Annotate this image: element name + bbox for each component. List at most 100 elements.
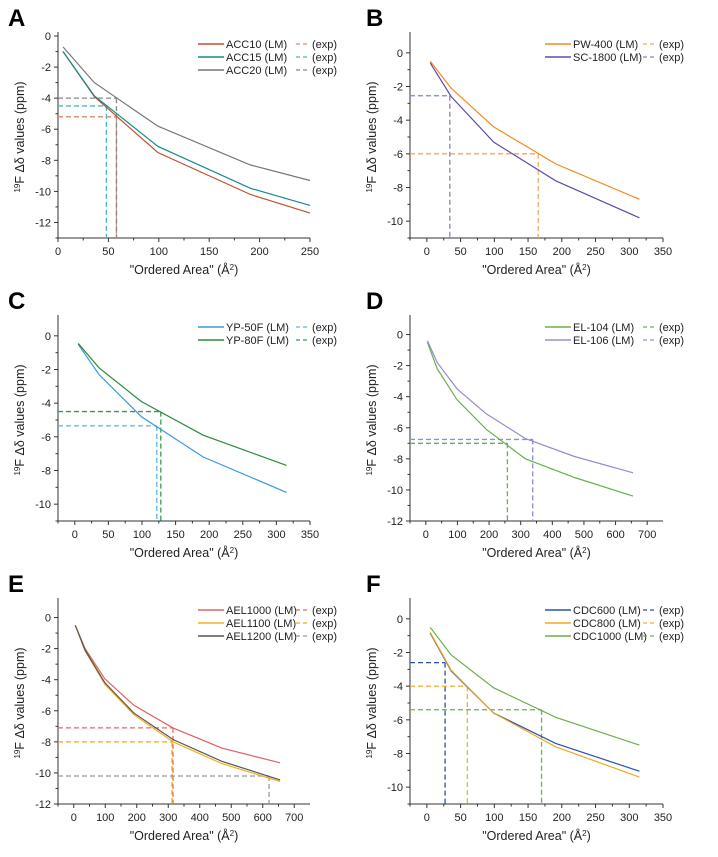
series-line xyxy=(74,625,281,781)
y-axis-label-text: F Δδ values (ppm) xyxy=(365,647,379,749)
legend-exp-label: (exp) xyxy=(659,52,684,64)
y-tick-label: -4 xyxy=(393,681,403,693)
x-tick-label: 100 xyxy=(133,529,151,541)
legend-exp-label: (exp) xyxy=(312,631,337,643)
x-tick-label: 0 xyxy=(424,812,430,824)
x-axis-label-superscript: 2 xyxy=(230,829,235,838)
x-tick-label: 250 xyxy=(586,246,604,258)
x-axis-label-text: "Ordered Area" (Å xyxy=(482,828,583,843)
y-tick-label: -10 xyxy=(387,782,403,794)
x-tick-label: 250 xyxy=(586,812,604,824)
y-tick-label: -2 xyxy=(41,365,51,377)
x-tick-label: 350 xyxy=(654,246,672,258)
x-axis-label: "Ordered Area" (Å2) xyxy=(130,262,239,277)
panel-letter: E xyxy=(8,571,24,598)
y-tick-label: -10 xyxy=(35,499,51,511)
panel-letter: C xyxy=(8,288,25,315)
y-tick-label: -10 xyxy=(35,768,51,780)
x-tick-label: 100 xyxy=(485,812,503,824)
legend-exp-label: (exp) xyxy=(659,631,684,643)
legend-exp-label: (exp) xyxy=(312,335,337,347)
y-tick-label: -10 xyxy=(387,216,403,228)
x-tick-label: 400 xyxy=(191,812,209,824)
x-axis-label-text: "Ordered Area" (Å xyxy=(482,545,583,560)
y-tick-label: -10 xyxy=(35,186,51,198)
y-axis-label: 19F Δδ values (ppm) xyxy=(365,81,380,192)
x-tick-label: 50 xyxy=(454,812,466,824)
series-line xyxy=(74,625,281,783)
chart-panel-b: B 0 50 100 150 200 250 300 350 0 -2 -4 -6 -8 -10 19F Δδ… xyxy=(365,5,685,277)
y-tick-label: -6 xyxy=(393,715,403,727)
y-tick-label: -6 xyxy=(41,706,51,718)
y-axis-label-superscript: 19 xyxy=(365,749,374,758)
x-axis-label: "Ordered Area" (Å2) xyxy=(482,828,591,843)
y-tick-label: -10 xyxy=(387,485,403,497)
x-tick-label: 0 xyxy=(423,529,429,541)
y-tick-label: -4 xyxy=(41,93,51,105)
x-axis-label: "Ordered Area" (Å2) xyxy=(482,262,591,277)
x-tick-label: 250 xyxy=(301,246,319,258)
series-line xyxy=(429,632,640,778)
x-axis-label-tail: ) xyxy=(234,829,238,843)
y-axis-label: 19F Δδ values (ppm) xyxy=(365,647,380,758)
x-axis-label-superscript: 2 xyxy=(230,263,235,272)
x-axis-label-text: "Ordered Area" (Å xyxy=(482,262,583,277)
panel-letter: F xyxy=(366,571,381,598)
y-tick-label: 0 xyxy=(397,48,403,60)
legend-exp-label: (exp) xyxy=(312,65,337,77)
legend-label: EL-104 (LM) xyxy=(573,322,634,334)
y-axis-label-superscript: 19 xyxy=(13,749,22,758)
x-tick-label: 700 xyxy=(638,529,656,541)
legend-label: SC-1800 (LM) xyxy=(573,52,642,64)
x-axis-label-text: "Ordered Area" (Å xyxy=(130,545,231,560)
y-tick-label: -4 xyxy=(41,675,51,687)
series-line xyxy=(62,51,311,206)
x-tick-label: 200 xyxy=(553,812,571,824)
x-tick-label: 350 xyxy=(301,529,319,541)
x-tick-label: 200 xyxy=(200,529,218,541)
x-tick-label: 100 xyxy=(96,812,114,824)
y-axis-label-superscript: 19 xyxy=(13,183,22,192)
x-tick-label: 700 xyxy=(285,812,303,824)
x-tick-label: 300 xyxy=(620,246,638,258)
legend-exp-label: (exp) xyxy=(659,605,684,617)
x-axis-label: "Ordered Area" (Å2) xyxy=(130,828,239,843)
x-axis-label-tail: ) xyxy=(587,546,591,560)
chart-panel-d: D 0 100 200 300 400 500 600 700 0 -2 -4 -6 -8 -10 -12 19… xyxy=(365,288,685,560)
y-tick-label: -12 xyxy=(35,217,51,229)
x-tick-label: 100 xyxy=(150,246,168,258)
legend-label: YP-80F (LM) xyxy=(226,335,289,347)
legend-exp-label: (exp) xyxy=(659,322,684,334)
y-tick-label: -8 xyxy=(41,155,51,167)
legend-exp-label: (exp) xyxy=(312,605,337,617)
y-tick-label: -12 xyxy=(35,799,51,811)
y-axis-label-text: F Δδ values (ppm) xyxy=(365,81,379,183)
y-axis-label: 19F Δδ values (ppm) xyxy=(365,364,380,475)
legend-label: CDC600 (LM) xyxy=(573,605,641,617)
x-tick-label: 500 xyxy=(575,529,593,541)
y-tick-label: -4 xyxy=(393,115,403,127)
legend-label: AEL1200 (LM) xyxy=(226,631,297,643)
x-tick-label: 150 xyxy=(200,246,218,258)
chart-panel-c: C 0 50 100 150 200 250 300 350 0 -2 -4 -6 -8 -10 19F Δδ… xyxy=(8,288,337,560)
x-tick-label: 150 xyxy=(166,529,184,541)
x-tick-label: 600 xyxy=(254,812,272,824)
x-tick-label: 300 xyxy=(620,812,638,824)
y-tick-label: -2 xyxy=(393,361,403,373)
y-axis-label: 19F Δδ values (ppm) xyxy=(13,364,28,475)
x-tick-label: 300 xyxy=(159,812,177,824)
x-axis-label-tail: ) xyxy=(587,263,591,277)
legend-label: YP-50F (LM) xyxy=(226,322,289,334)
x-axis-label-tail: ) xyxy=(234,263,238,277)
x-tick-label: 0 xyxy=(424,246,430,258)
y-tick-label: -8 xyxy=(393,183,403,195)
legend-label: AEL1100 (LM) xyxy=(226,618,296,630)
chart-panel-f: F 0 50 100 150 200 250 300 350 0 -2 -4 -6 -8 -10 19F Δδ… xyxy=(365,571,685,843)
y-tick-label: -2 xyxy=(393,82,403,94)
legend-exp-label: (exp) xyxy=(659,39,684,51)
y-axis-label: 19F Δδ values (ppm) xyxy=(13,647,28,758)
x-tick-label: 500 xyxy=(222,812,240,824)
y-tick-label: -6 xyxy=(41,432,51,444)
x-tick-label: 50 xyxy=(102,246,114,258)
